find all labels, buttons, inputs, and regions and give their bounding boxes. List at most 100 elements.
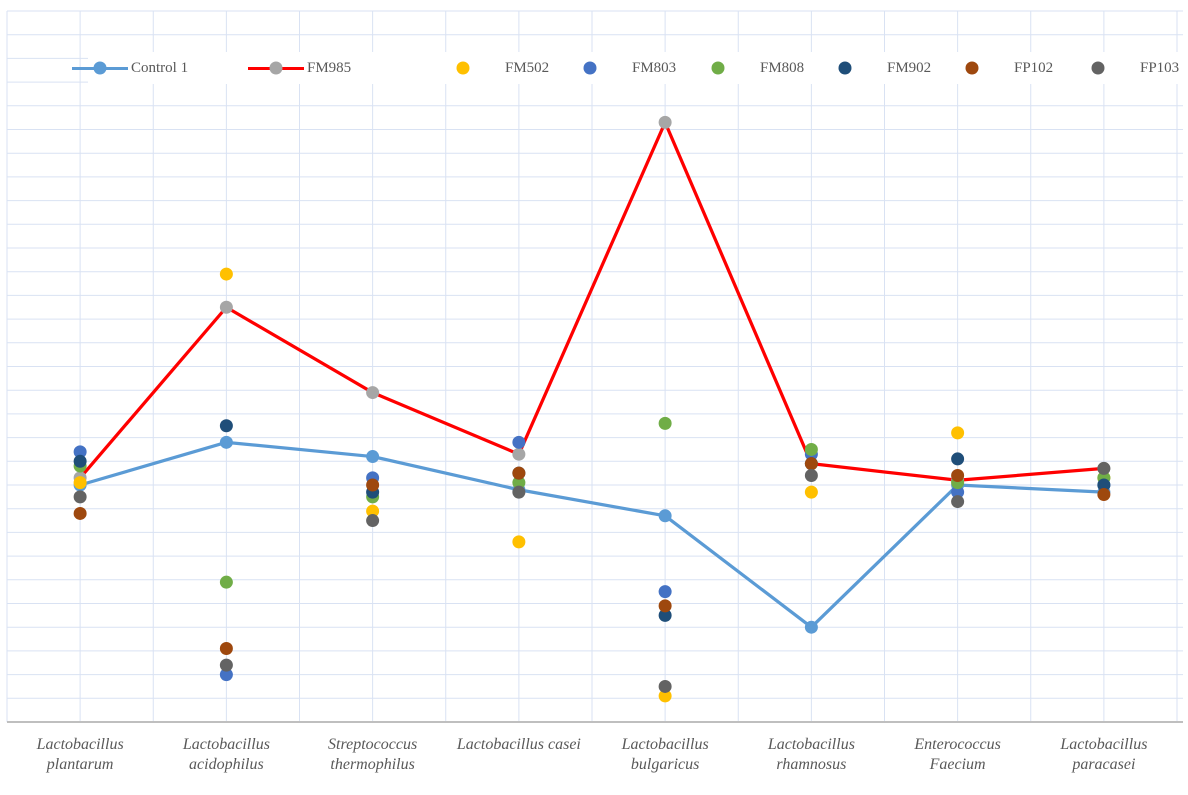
dot-FM902-cat6 — [951, 452, 965, 466]
dot-FM803-cat4 — [658, 585, 672, 599]
gridlines — [6, 10, 1183, 723]
x-axis-label-line: acidophilus — [189, 756, 264, 773]
series-line-FM985 — [78, 120, 1106, 482]
dot-FM502-cat3 — [512, 535, 526, 549]
dot-FP102-cat7 — [1097, 487, 1111, 501]
dot-FM502-cat5 — [804, 485, 818, 499]
dot-FM502-cat6 — [951, 426, 965, 440]
x-axis-label: Lactobacillus acidophilus — [146, 735, 306, 775]
dot-FM902-cat1 — [219, 419, 233, 433]
dot-FP103-cat1 — [219, 658, 233, 672]
dot-FM902-cat4 — [658, 608, 672, 622]
legend-item-FM808[interactable]: FM808 — [690, 52, 804, 84]
legend-marker-FP103 — [1070, 60, 1126, 76]
legend-dot-swatch — [711, 61, 725, 75]
dot-FM803-cat6 — [951, 485, 965, 499]
dot-Control 1-cat2 — [366, 450, 380, 464]
legend-item-FM502[interactable]: FM502 — [435, 52, 549, 84]
dot-FP102-cat4 — [658, 599, 672, 613]
x-axis-label: Streptococcus thermophilus — [293, 735, 453, 775]
x-axis-label-line: Lactobacillus — [36, 736, 124, 753]
legend-marker-FM808 — [690, 60, 746, 76]
dot-FP103-cat6 — [951, 495, 965, 509]
dot-FM985-cat2 — [366, 386, 380, 400]
x-axis-label-line: Lactobacillus — [1060, 736, 1148, 753]
legend-marker-FM803 — [562, 60, 618, 76]
dot-FM803-cat1 — [219, 668, 233, 682]
x-axis-label: Enterococcus Faecium — [878, 735, 1038, 775]
dot-FP103-cat4 — [658, 679, 672, 693]
legend-label: FM985 — [307, 59, 352, 76]
dot-FM502-cat4 — [658, 689, 672, 703]
legend-label: FP103 — [1140, 59, 1180, 76]
x-axis-label: Lactobacillus plantarum — [0, 735, 160, 775]
dot-Control 1-cat1 — [219, 435, 233, 449]
dot-FP102-cat5 — [804, 457, 818, 471]
dot-FM902-cat7 — [1097, 478, 1111, 492]
legend-label: FP102 — [1014, 59, 1054, 76]
dot-FM985-cat4 — [658, 115, 672, 129]
dot-FP103-cat5 — [804, 469, 818, 483]
dot-Control 1-cat4 — [658, 509, 672, 523]
x-axis-label: Lactobacillus casei — [439, 735, 599, 755]
series-line-Control 1 — [78, 440, 1106, 629]
dot-FM808-cat3 — [512, 476, 526, 490]
x-axis-label-line: Lactobacillus — [767, 736, 855, 753]
legend-item-FM985[interactable]: FM985 — [248, 52, 351, 84]
dot-FM803-cat3 — [512, 435, 526, 449]
legend-label: FM502 — [505, 59, 550, 76]
legend-dot-swatch — [965, 61, 979, 75]
x-axis-label-line: Lactobacillus casei — [456, 736, 581, 753]
legend-dot-swatch — [456, 61, 470, 75]
x-axis-label-line: Lactobacillus — [182, 736, 270, 753]
legend-dot-swatch — [93, 61, 107, 75]
dot-FM808-cat5 — [804, 442, 818, 456]
dot-FP103-cat0 — [73, 490, 87, 504]
x-axis-label-line: Enterococcus — [914, 736, 1001, 753]
dot-FP102-cat2 — [366, 478, 380, 492]
dot-FP102-cat1 — [219, 642, 233, 656]
legend-dot-swatch — [838, 61, 852, 75]
x-axis-label: Lactobacillus rhamnosus — [731, 735, 891, 775]
x-axis-label-line: Faecium — [929, 756, 986, 773]
dot-FP103-cat3 — [512, 485, 526, 499]
legend-marker-FM502 — [435, 60, 491, 76]
dot-FM502-cat0 — [73, 476, 87, 490]
x-axis-label-line: Streptococcus — [328, 736, 418, 753]
x-axis-label-line: bulgaricus — [630, 756, 700, 773]
legend-dot-swatch — [1091, 61, 1105, 75]
legend-marker-Control 1 — [72, 60, 128, 76]
dot-FP103-cat7 — [1097, 461, 1111, 475]
dot-FM985-cat1 — [219, 300, 233, 314]
dot-FM803-cat0 — [73, 445, 87, 459]
x-axis-label-line: paracasei — [1072, 756, 1136, 773]
legend-marker-FP102 — [944, 60, 1000, 76]
legend-item-FP102[interactable]: FP102 — [944, 52, 1053, 84]
legend-label: Control 1 — [131, 59, 189, 76]
dot-FM808-cat1 — [219, 575, 233, 589]
legend-marker-FM902 — [817, 60, 873, 76]
legend-label: FM803 — [632, 59, 677, 76]
legend-dot-swatch — [269, 61, 283, 75]
dot-FP102-cat3 — [512, 466, 526, 480]
x-axis-label: Lactobacillus bulgaricus — [585, 735, 745, 775]
dot-Control 1-cat5 — [804, 620, 818, 634]
legend-dot-swatch — [583, 61, 597, 75]
dot-FM502-cat2 — [366, 504, 380, 518]
dot-FM985-cat3 — [512, 447, 526, 461]
legend-item-FM902[interactable]: FM902 — [817, 52, 931, 84]
dot-FP102-cat6 — [951, 469, 965, 483]
dot-FP103-cat2 — [366, 514, 380, 528]
x-axis-label-line: Lactobacillus — [621, 736, 709, 753]
legend-item-Control 1[interactable]: Control 1 — [72, 52, 188, 84]
legend-item-FP103[interactable]: FP103 — [1070, 52, 1179, 84]
dot-FM808-cat4 — [658, 416, 672, 430]
legend-marker-FM985 — [248, 60, 304, 76]
x-axis-label-line: plantarum — [46, 756, 114, 773]
legend-item-FM803[interactable]: FM803 — [562, 52, 676, 84]
legend-label: FM902 — [887, 59, 932, 76]
dot-FM502-cat1 — [219, 267, 233, 281]
dot-FM902-cat0 — [73, 454, 87, 468]
